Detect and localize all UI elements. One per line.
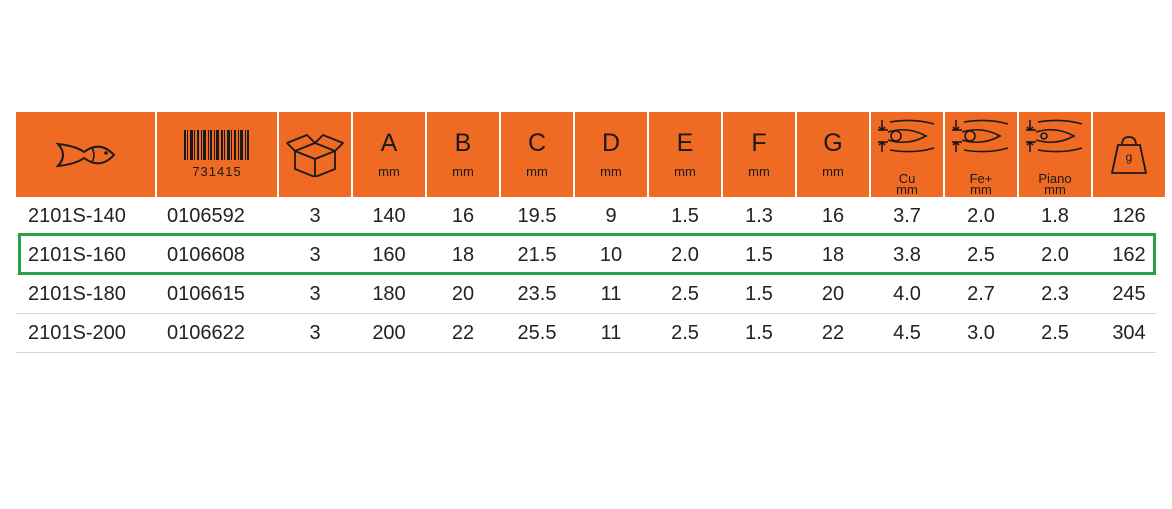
table-cell: 4.5 bbox=[893, 321, 921, 344]
cut-fe-header: Fe+ mm bbox=[945, 112, 1017, 197]
row-highlight bbox=[18, 233, 1156, 275]
table-cell: 18 bbox=[821, 243, 845, 266]
table-cell: 22 bbox=[821, 321, 845, 344]
table-cell: 3.7 bbox=[893, 204, 921, 227]
table-cell: 3.0 bbox=[967, 321, 995, 344]
table-cell: 16 bbox=[451, 204, 475, 227]
table-cell: 3 bbox=[309, 321, 321, 344]
cutting-jaw-icon bbox=[952, 119, 1009, 153]
table-row: 2101S-180 0106615 3 180 20 23.5 11 2.5 1.5 20 4.0 2… bbox=[16, 275, 1156, 314]
table-cell: 3.8 bbox=[893, 243, 921, 266]
table-cell: 1.5 bbox=[745, 243, 773, 266]
table-cell: 2.5 bbox=[671, 321, 699, 344]
table-cell: 2.5 bbox=[1041, 321, 1069, 344]
table-cell: 21.5 bbox=[517, 243, 557, 266]
table-cell: 2.0 bbox=[967, 204, 995, 227]
table-cell: 0106615 bbox=[167, 282, 245, 305]
fish-icon bbox=[16, 112, 155, 197]
table-cell: 3 bbox=[309, 204, 321, 227]
cutting-jaw-icon bbox=[878, 119, 935, 153]
table-cell: 0106608 bbox=[167, 243, 245, 266]
table-cell: 2101S-140 bbox=[28, 204, 126, 227]
table-cell: 1.5 bbox=[745, 321, 773, 344]
table-cell: 22 bbox=[451, 321, 475, 344]
table-cell: 2.0 bbox=[671, 243, 699, 266]
table-cell: 245 bbox=[1112, 282, 1146, 305]
table-cell: 162 bbox=[1112, 243, 1146, 266]
table-cell: 20 bbox=[821, 282, 845, 305]
table-row: 2101S-200 0106622 3 200 22 25.5 11 2.5 1.5 22 4.5 3… bbox=[16, 314, 1156, 353]
table-cell: 1.8 bbox=[1041, 204, 1069, 227]
table-cell: 180 bbox=[372, 282, 406, 305]
table-cell: 18 bbox=[451, 243, 475, 266]
table-cell: 160 bbox=[372, 243, 406, 266]
table-cell: 2.0 bbox=[1041, 243, 1069, 266]
table-cell: 0106592 bbox=[167, 204, 245, 227]
table-cell: 4.0 bbox=[893, 282, 921, 305]
table-cell: 20 bbox=[451, 282, 475, 305]
table-cell: 3 bbox=[309, 282, 321, 305]
table-cell: 0106622 bbox=[167, 321, 245, 344]
table-cell: 2101S-180 bbox=[28, 282, 126, 305]
table-cell: 126 bbox=[1112, 204, 1146, 227]
cut-cu-header: Cu mm bbox=[871, 112, 943, 197]
table-cell: 1.3 bbox=[745, 204, 773, 227]
table-cell: 2101S-200 bbox=[28, 321, 126, 344]
table-cell: 16 bbox=[821, 204, 845, 227]
weight-unit: g bbox=[1125, 150, 1133, 164]
box-icon bbox=[279, 112, 351, 197]
table-cell: 1.5 bbox=[671, 204, 699, 227]
barcode-header: 731415 bbox=[157, 112, 277, 197]
table-cell: 9 bbox=[605, 204, 617, 227]
table-cell: 19.5 bbox=[517, 204, 557, 227]
table-cell: 11 bbox=[600, 282, 622, 305]
table-body: 2101S-140 0106592 3 140 16 19.5 9 1.5 1.3 16 3.7 2.… bbox=[16, 197, 1156, 353]
barcode-number: 731415 bbox=[192, 164, 242, 179]
table-cell: 2.5 bbox=[671, 282, 699, 305]
table-row: 2101S-140 0106592 3 140 16 19.5 9 1.5 1.3 16 3.7 2.… bbox=[16, 197, 1156, 236]
table-cell: 10 bbox=[599, 243, 623, 266]
table-cell: 2.3 bbox=[1041, 282, 1069, 305]
weight-header: g bbox=[1093, 112, 1165, 197]
table-cell: 200 bbox=[372, 321, 406, 344]
cutting-jaw-icon bbox=[1026, 119, 1083, 153]
barcode-icon bbox=[184, 130, 249, 160]
table-cell: 2101S-160 bbox=[28, 243, 126, 266]
table-cell: 11 bbox=[600, 321, 622, 344]
table-cell: 304 bbox=[1112, 321, 1146, 344]
table-cell: 3 bbox=[309, 243, 321, 266]
table-cell: 2.5 bbox=[967, 243, 995, 266]
table-cell: 23.5 bbox=[517, 282, 557, 305]
table-cell: 140 bbox=[372, 204, 406, 227]
table-cell: 25.5 bbox=[517, 321, 557, 344]
table-cell: 1.5 bbox=[745, 282, 773, 305]
cut-piano-header: Piano mm bbox=[1019, 112, 1091, 197]
weight-icon bbox=[1111, 135, 1147, 174]
table-cell: 2.7 bbox=[967, 282, 995, 305]
